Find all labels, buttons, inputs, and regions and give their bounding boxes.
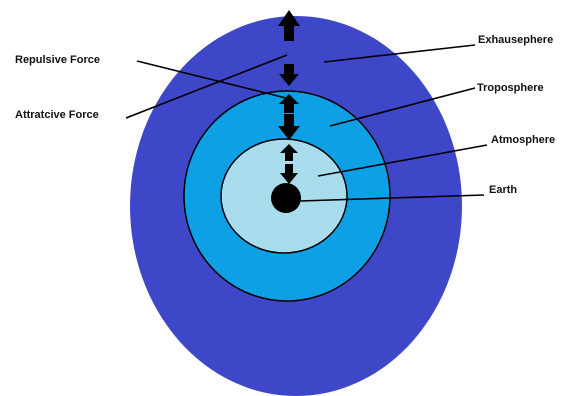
troposphere-leader [329, 87, 476, 127]
troposphere-label: Troposphere [477, 82, 544, 94]
up-arrow-icon [280, 144, 298, 161]
exosphere-label: Exhausephere [478, 34, 553, 46]
down-arrow-icon [280, 164, 298, 184]
down-arrow-icon [278, 114, 300, 140]
repulsive-force-label: Repulsive Force [15, 54, 100, 66]
up-arrow-icon [278, 10, 300, 41]
earth-core [271, 183, 301, 213]
exosphere-leader [323, 44, 476, 63]
force-arrows [278, 10, 300, 184]
atmosphere-label: Atmosphere [491, 134, 555, 146]
repulsive-force-leader [136, 60, 291, 100]
down-arrow-icon [279, 64, 299, 86]
up-arrow-icon [279, 94, 299, 113]
earth-leader [299, 194, 485, 202]
earth-label: Earth [489, 184, 517, 196]
attractive-force-label: Attratcive Force [15, 109, 99, 121]
atmosphere-leader [317, 144, 488, 177]
attractive-force-leader [125, 54, 288, 119]
